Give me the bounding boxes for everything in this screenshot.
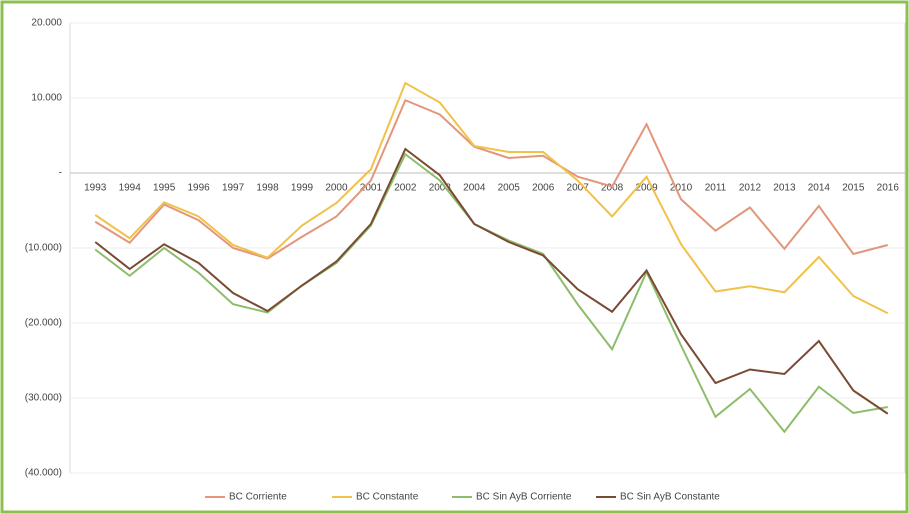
y-tick-label: (30.000)	[25, 393, 62, 404]
x-tick-label: 2001	[360, 183, 383, 194]
y-tick-label: (10.000)	[25, 243, 62, 254]
x-tick-label: 1998	[256, 183, 279, 194]
legend-label: BC Constante	[356, 492, 419, 503]
series-line	[94, 98, 889, 260]
x-tick-label: 2004	[463, 183, 486, 194]
x-tick-label: 2012	[739, 183, 762, 194]
x-tick-label: 2002	[394, 183, 417, 194]
x-tick-label: 2014	[808, 183, 831, 194]
x-tick-label: 1994	[119, 183, 142, 194]
x-tick-label: 1997	[222, 183, 245, 194]
series-line	[94, 147, 889, 415]
x-tick-label: 2008	[601, 183, 624, 194]
x-tick-label: 2015	[842, 183, 865, 194]
x-tick-label: 2011	[705, 183, 727, 194]
x-tick-label: 2000	[325, 183, 348, 194]
x-tick-label: 1995	[153, 183, 176, 194]
x-tick-label: 2006	[532, 183, 555, 194]
x-tick-label: 2013	[773, 183, 796, 194]
y-tick-label: 20.000	[31, 18, 62, 29]
x-tick-label: 2003	[429, 183, 452, 194]
x-tick-label: 2007	[567, 183, 590, 194]
x-tick-label: 2009	[635, 183, 658, 194]
x-tick-label: 2016	[877, 183, 900, 194]
legend-label: BC Sin AyB Corriente	[476, 492, 572, 503]
x-tick-label: 1993	[84, 183, 107, 194]
legend-label: BC Corriente	[229, 492, 287, 503]
y-tick-label: -	[59, 168, 62, 179]
x-tick-label: 2010	[670, 183, 693, 194]
series-line	[94, 81, 889, 315]
y-tick-label: (20.000)	[25, 318, 62, 329]
legend-label: BC Sin AyB Constante	[620, 492, 720, 503]
y-tick-label: 10.000	[31, 93, 62, 104]
y-tick-label: (40.000)	[25, 468, 62, 479]
x-tick-label: 1996	[187, 183, 210, 194]
x-tick-label: 2005	[498, 183, 521, 194]
x-tick-label: 1999	[291, 183, 314, 194]
